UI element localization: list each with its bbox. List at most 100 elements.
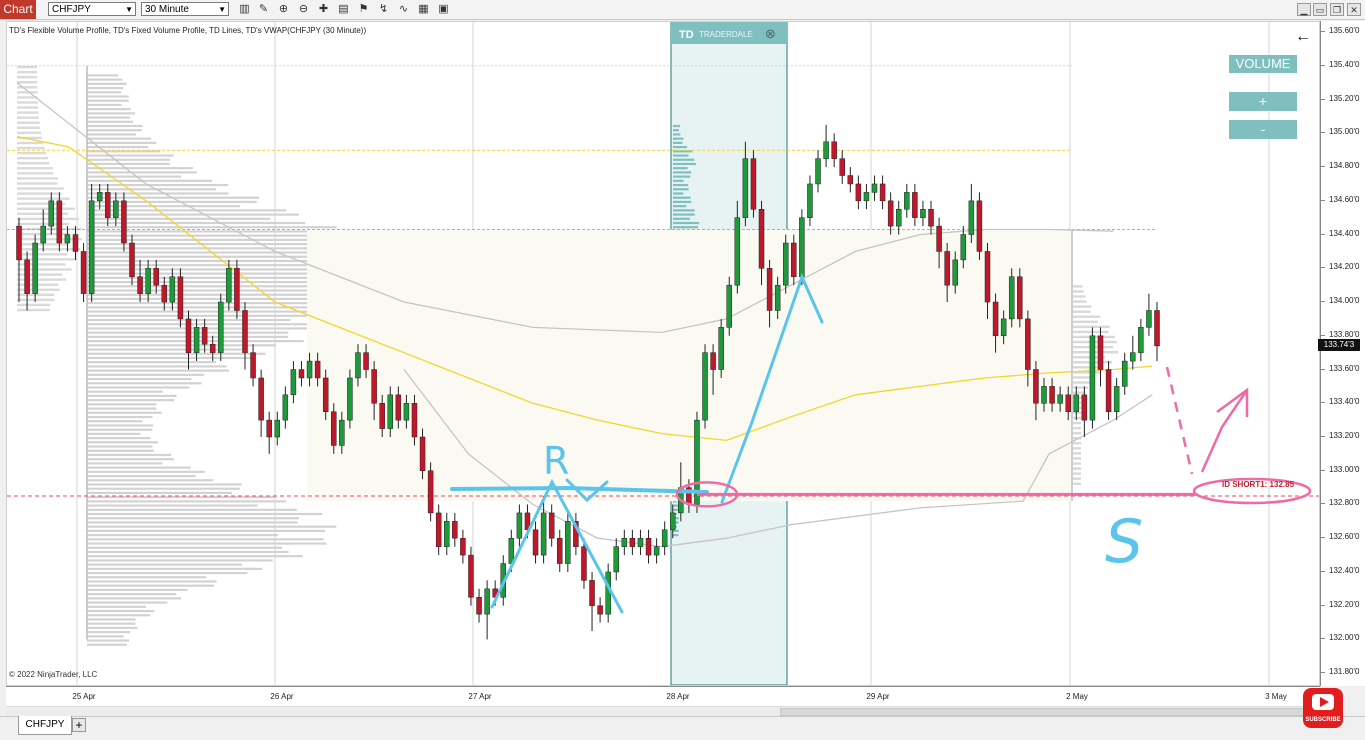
candle-body	[669, 512, 676, 531]
volume-profile-bar	[1073, 482, 1081, 485]
timeframe-selector[interactable]: 30 Minute ▼	[141, 2, 229, 16]
candle-body	[782, 242, 789, 286]
volume-profile-bar	[87, 428, 153, 431]
zone-profile-bar	[673, 521, 679, 524]
candle-body	[209, 343, 216, 353]
volume-profile-bar	[1073, 431, 1082, 435]
zone-profile-bar	[673, 517, 679, 520]
volume-profile-bar	[1073, 421, 1082, 425]
volume-profile-bar	[87, 445, 153, 448]
template-icon[interactable]: ∿	[398, 3, 409, 15]
volume-profile-bar	[17, 248, 81, 251]
minimize-button[interactable]: ▁	[1297, 3, 1311, 16]
candle-body	[637, 537, 644, 547]
pin-button[interactable]: ▭	[1313, 3, 1327, 16]
chart-trader-icon[interactable]: ▣	[438, 3, 449, 15]
date-axis[interactable]: 25 Apr 26 Apr 27 Apr 28 Apr 29 Apr 2 May 3 May	[6, 686, 1320, 706]
volume-profile-bar	[17, 172, 54, 175]
price-tick-mark	[1321, 233, 1325, 235]
candle-body	[807, 183, 813, 218]
chart-window-tab[interactable]: Chart	[0, 0, 36, 19]
date-tick-label: 3 May	[1265, 692, 1287, 701]
price-tick-label: 134.60'0	[1329, 194, 1360, 204]
candle-body	[734, 217, 741, 286]
volume-profile-bar	[87, 500, 286, 503]
volume-profile-bar	[87, 171, 198, 174]
volume-title: VOLUME	[1229, 55, 1297, 73]
volume-profile-bar	[17, 268, 72, 271]
crosshair-icon[interactable]: ✚	[318, 3, 329, 15]
volume-profile-bar	[87, 550, 289, 554]
candle-body	[895, 209, 902, 227]
volume-profile-bar	[17, 202, 66, 205]
horizontal-scrollbar[interactable]	[6, 706, 1320, 717]
volume-profile-bar	[87, 479, 214, 482]
volume-profile-bar	[17, 121, 40, 124]
candle-body	[306, 360, 313, 379]
strategy-icon[interactable]: ⚑	[358, 3, 369, 15]
candle-body	[1138, 327, 1144, 353]
volume-profile-bar	[87, 129, 142, 132]
subscribe-badge[interactable]: SUBSCRIBE	[1303, 688, 1343, 728]
price-tick-label: 132.20'0	[1329, 599, 1360, 609]
volume-profile-bar	[87, 635, 124, 638]
volume-profile-bar	[1073, 462, 1082, 465]
bar-type-icon[interactable]: ▥	[239, 3, 250, 15]
candle-body	[476, 597, 482, 615]
volume-profile-bar	[17, 151, 46, 155]
chart-panel[interactable]: TD TRADERDALE ⊗ R S	[6, 21, 1320, 686]
volume-plus-button[interactable]: +	[1229, 92, 1297, 111]
zoom-in-icon[interactable]: ⊕	[278, 3, 289, 15]
tab-chfjpy[interactable]: CHFJPY	[18, 716, 72, 735]
volume-profile-bar	[87, 243, 367, 246]
volume-profile-bar	[17, 156, 49, 160]
candle-body	[799, 217, 805, 277]
price-tick-mark	[1321, 334, 1325, 336]
scrollbar-thumb[interactable]	[780, 708, 1312, 716]
drawn-trend-arrow	[720, 272, 824, 504]
date-tick-label: 27 Apr	[468, 692, 492, 701]
candle-body	[339, 419, 345, 446]
candle-body	[177, 276, 184, 320]
draw-icon[interactable]: ✎	[258, 3, 269, 15]
volume-profile-bar	[87, 538, 324, 541]
add-tab-button[interactable]: +	[72, 718, 86, 732]
price-tick-label: 134.80'0	[1329, 161, 1360, 171]
candle-body	[1000, 318, 1007, 337]
candle-body	[960, 234, 967, 261]
volume-profile-bar	[17, 126, 41, 129]
volume-profile-bar	[87, 576, 207, 579]
volume-minus-button[interactable]: -	[1229, 120, 1297, 139]
candle-body	[839, 158, 845, 176]
candle-body	[1105, 369, 1112, 412]
candle-body	[1049, 386, 1055, 404]
indicator-icon[interactable]: ↯	[378, 3, 389, 15]
tab-bar	[0, 716, 1365, 740]
close-button[interactable]: ✕	[1347, 3, 1361, 16]
volume-profile-bar	[87, 226, 337, 229]
candle-body	[419, 436, 426, 471]
data-box-icon[interactable]: ▦	[418, 3, 429, 15]
volume-profile-bar	[87, 344, 277, 347]
restore-button[interactable]: ❐	[1330, 3, 1344, 16]
candle-body	[920, 209, 926, 218]
candle-body	[1025, 318, 1031, 370]
instrument-selector[interactable]: CHFJPY ▼	[48, 2, 136, 16]
volume-profile-bar	[87, 82, 127, 85]
volume-profile-bar	[87, 221, 306, 225]
zoom-out-icon[interactable]: ⊖	[298, 3, 309, 15]
price-tick-mark	[1321, 604, 1325, 606]
volume-profile-bar	[1073, 310, 1091, 313]
volume-profile-bar	[87, 390, 163, 393]
volume-profile-bar	[87, 327, 335, 330]
candle-body	[64, 234, 71, 244]
price-tick-mark	[1321, 301, 1325, 303]
back-arrow-icon[interactable]: ←	[1295, 28, 1311, 45]
candle-body	[831, 141, 837, 159]
price-axis[interactable]: 135.60'0 135.40'0 135.20'0 135.00'0 134.80'0…	[1320, 21, 1365, 686]
candle-body	[718, 327, 724, 370]
price-chart[interactable]: TD TRADERDALE ⊗ R S	[7, 22, 1319, 685]
pink-arrow-head	[1216, 387, 1249, 417]
properties-icon[interactable]: ▤	[338, 3, 349, 15]
volume-profile-bar	[87, 618, 136, 621]
